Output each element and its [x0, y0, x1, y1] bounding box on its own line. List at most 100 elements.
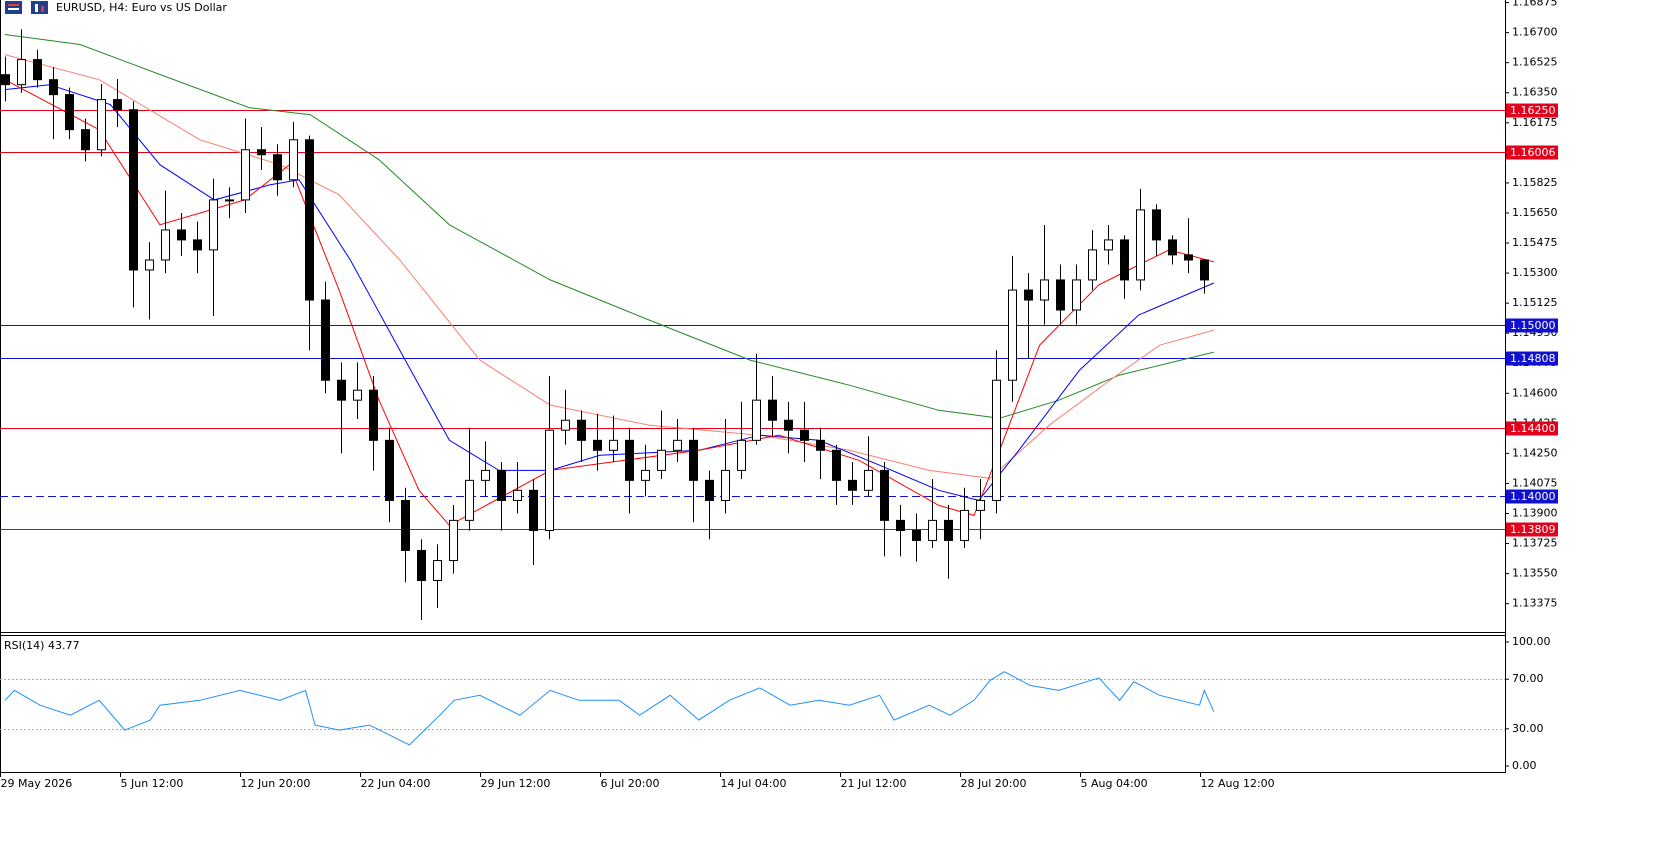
candle-body: [113, 99, 122, 111]
candle-body: [1200, 259, 1209, 281]
candle-body: [960, 509, 969, 541]
level-label-bg: [1506, 351, 1558, 366]
candle-body: [241, 149, 250, 201]
level-label: 1.14000: [1510, 490, 1556, 503]
line: [4, 34, 1215, 419]
x-tick-label: 12 Jun 20:00: [241, 777, 311, 790]
icon: [8, 4, 19, 6]
x-tick-label: 12 Aug 12:00: [1201, 777, 1275, 790]
level-label: 1.13809: [1510, 523, 1556, 536]
line: [4, 54, 1215, 479]
x-tick-label: 29 May 2026: [1, 777, 73, 790]
level-label-bg: [1506, 103, 1558, 118]
candle-body: [465, 479, 474, 521]
candle-body: [353, 389, 362, 401]
candle-body: [625, 439, 634, 481]
candle-body: [369, 389, 378, 441]
candle-body: [657, 449, 666, 471]
x-tick-label: 6 Jul 20:00: [601, 777, 660, 790]
candle-body: [1136, 209, 1145, 281]
candle-body: [1072, 279, 1081, 311]
y-tick-label: 1.15125: [1512, 296, 1558, 309]
level-label-bg: [1506, 318, 1558, 333]
candle-body: [337, 379, 346, 401]
candle-body: [1, 74, 10, 86]
candle-body: [752, 399, 761, 441]
y-tick-label: 1.14075: [1512, 476, 1558, 489]
candle-body: [545, 429, 554, 532]
level-label: 1.15000: [1510, 319, 1556, 332]
candle-body: [896, 519, 905, 532]
x-tick-label: 29 Jun 12:00: [481, 777, 551, 790]
y-tick-label: 1.16175: [1512, 116, 1558, 129]
candle-body: [912, 530, 921, 541]
candle-body: [1104, 239, 1113, 251]
candle-body: [17, 59, 26, 86]
y-tick-label: 1.15650: [1512, 206, 1558, 219]
candle-body: [225, 199, 234, 202]
candle-body: [161, 229, 170, 261]
candle-body: [513, 489, 522, 501]
chart-title: EURUSD, H4: Euro vs US Dollar: [56, 1, 227, 14]
candle-body: [561, 419, 570, 431]
y-tick-label: 1.13900: [1512, 507, 1558, 520]
candle-body: [1056, 279, 1065, 311]
level-label-bg: [1506, 489, 1558, 504]
candle-body: [864, 469, 873, 491]
candle-body: [257, 149, 266, 156]
candle-body: [321, 299, 330, 381]
candle-body: [385, 439, 394, 501]
candle-body: [705, 479, 714, 501]
candle-body: [784, 419, 793, 431]
x-tick-label: 21 Jul 12:00: [841, 777, 907, 790]
icon: [8, 8, 19, 10]
y-tick-label: 1.16875: [1512, 0, 1558, 9]
x-tick-label: 22 Jun 04:00: [361, 777, 431, 790]
candle-body: [33, 59, 42, 81]
candle-body: [49, 79, 58, 96]
candle-body: [273, 154, 282, 181]
candle-body: [673, 439, 682, 451]
candle-body: [1088, 249, 1097, 281]
y-tick-label: 1.15475: [1512, 236, 1558, 249]
candle-body: [1168, 239, 1177, 256]
candle-body: [689, 439, 698, 481]
candle-body: [641, 469, 650, 481]
y-tick-label: 1.16350: [1512, 86, 1558, 99]
x-tick-label: 28 Jul 20:00: [961, 777, 1027, 790]
candle-body: [65, 94, 74, 131]
candle-body: [800, 429, 809, 441]
candle-body: [1008, 289, 1017, 381]
candle-body: [768, 399, 777, 421]
level-label: 1.16006: [1510, 146, 1556, 159]
candle-body: [497, 469, 506, 501]
candle-body: [992, 379, 1001, 501]
candle-body: [816, 439, 825, 451]
candle-body: [97, 99, 106, 151]
y-tick-label: 1.13550: [1512, 567, 1558, 580]
candle-body: [1152, 209, 1161, 241]
y-tick-label: 1.14600: [1512, 386, 1558, 399]
candle-body: [609, 439, 618, 451]
y-tick-label: 0.00: [1512, 759, 1537, 772]
icon: [41, 6, 44, 12]
icon: [5, 1, 22, 14]
candle-body: [1040, 279, 1049, 301]
y-tick-label: 1.13725: [1512, 537, 1558, 550]
y-tick-label: 1.15300: [1512, 266, 1558, 279]
candle-body: [1120, 239, 1129, 281]
indicator-title: RSI(14) 43.77: [4, 639, 79, 652]
candle-body: [209, 199, 218, 251]
candle-body: [944, 519, 953, 541]
candle-body: [193, 239, 202, 251]
candle-body: [129, 109, 138, 271]
x-tick-label: 14 Jul 04:00: [721, 777, 787, 790]
icon: [31, 1, 48, 14]
line: [4, 671, 1215, 746]
candle-body: [433, 560, 442, 581]
level-label: 1.14400: [1510, 422, 1556, 435]
candle-body: [177, 229, 186, 241]
candle-body: [976, 499, 985, 511]
